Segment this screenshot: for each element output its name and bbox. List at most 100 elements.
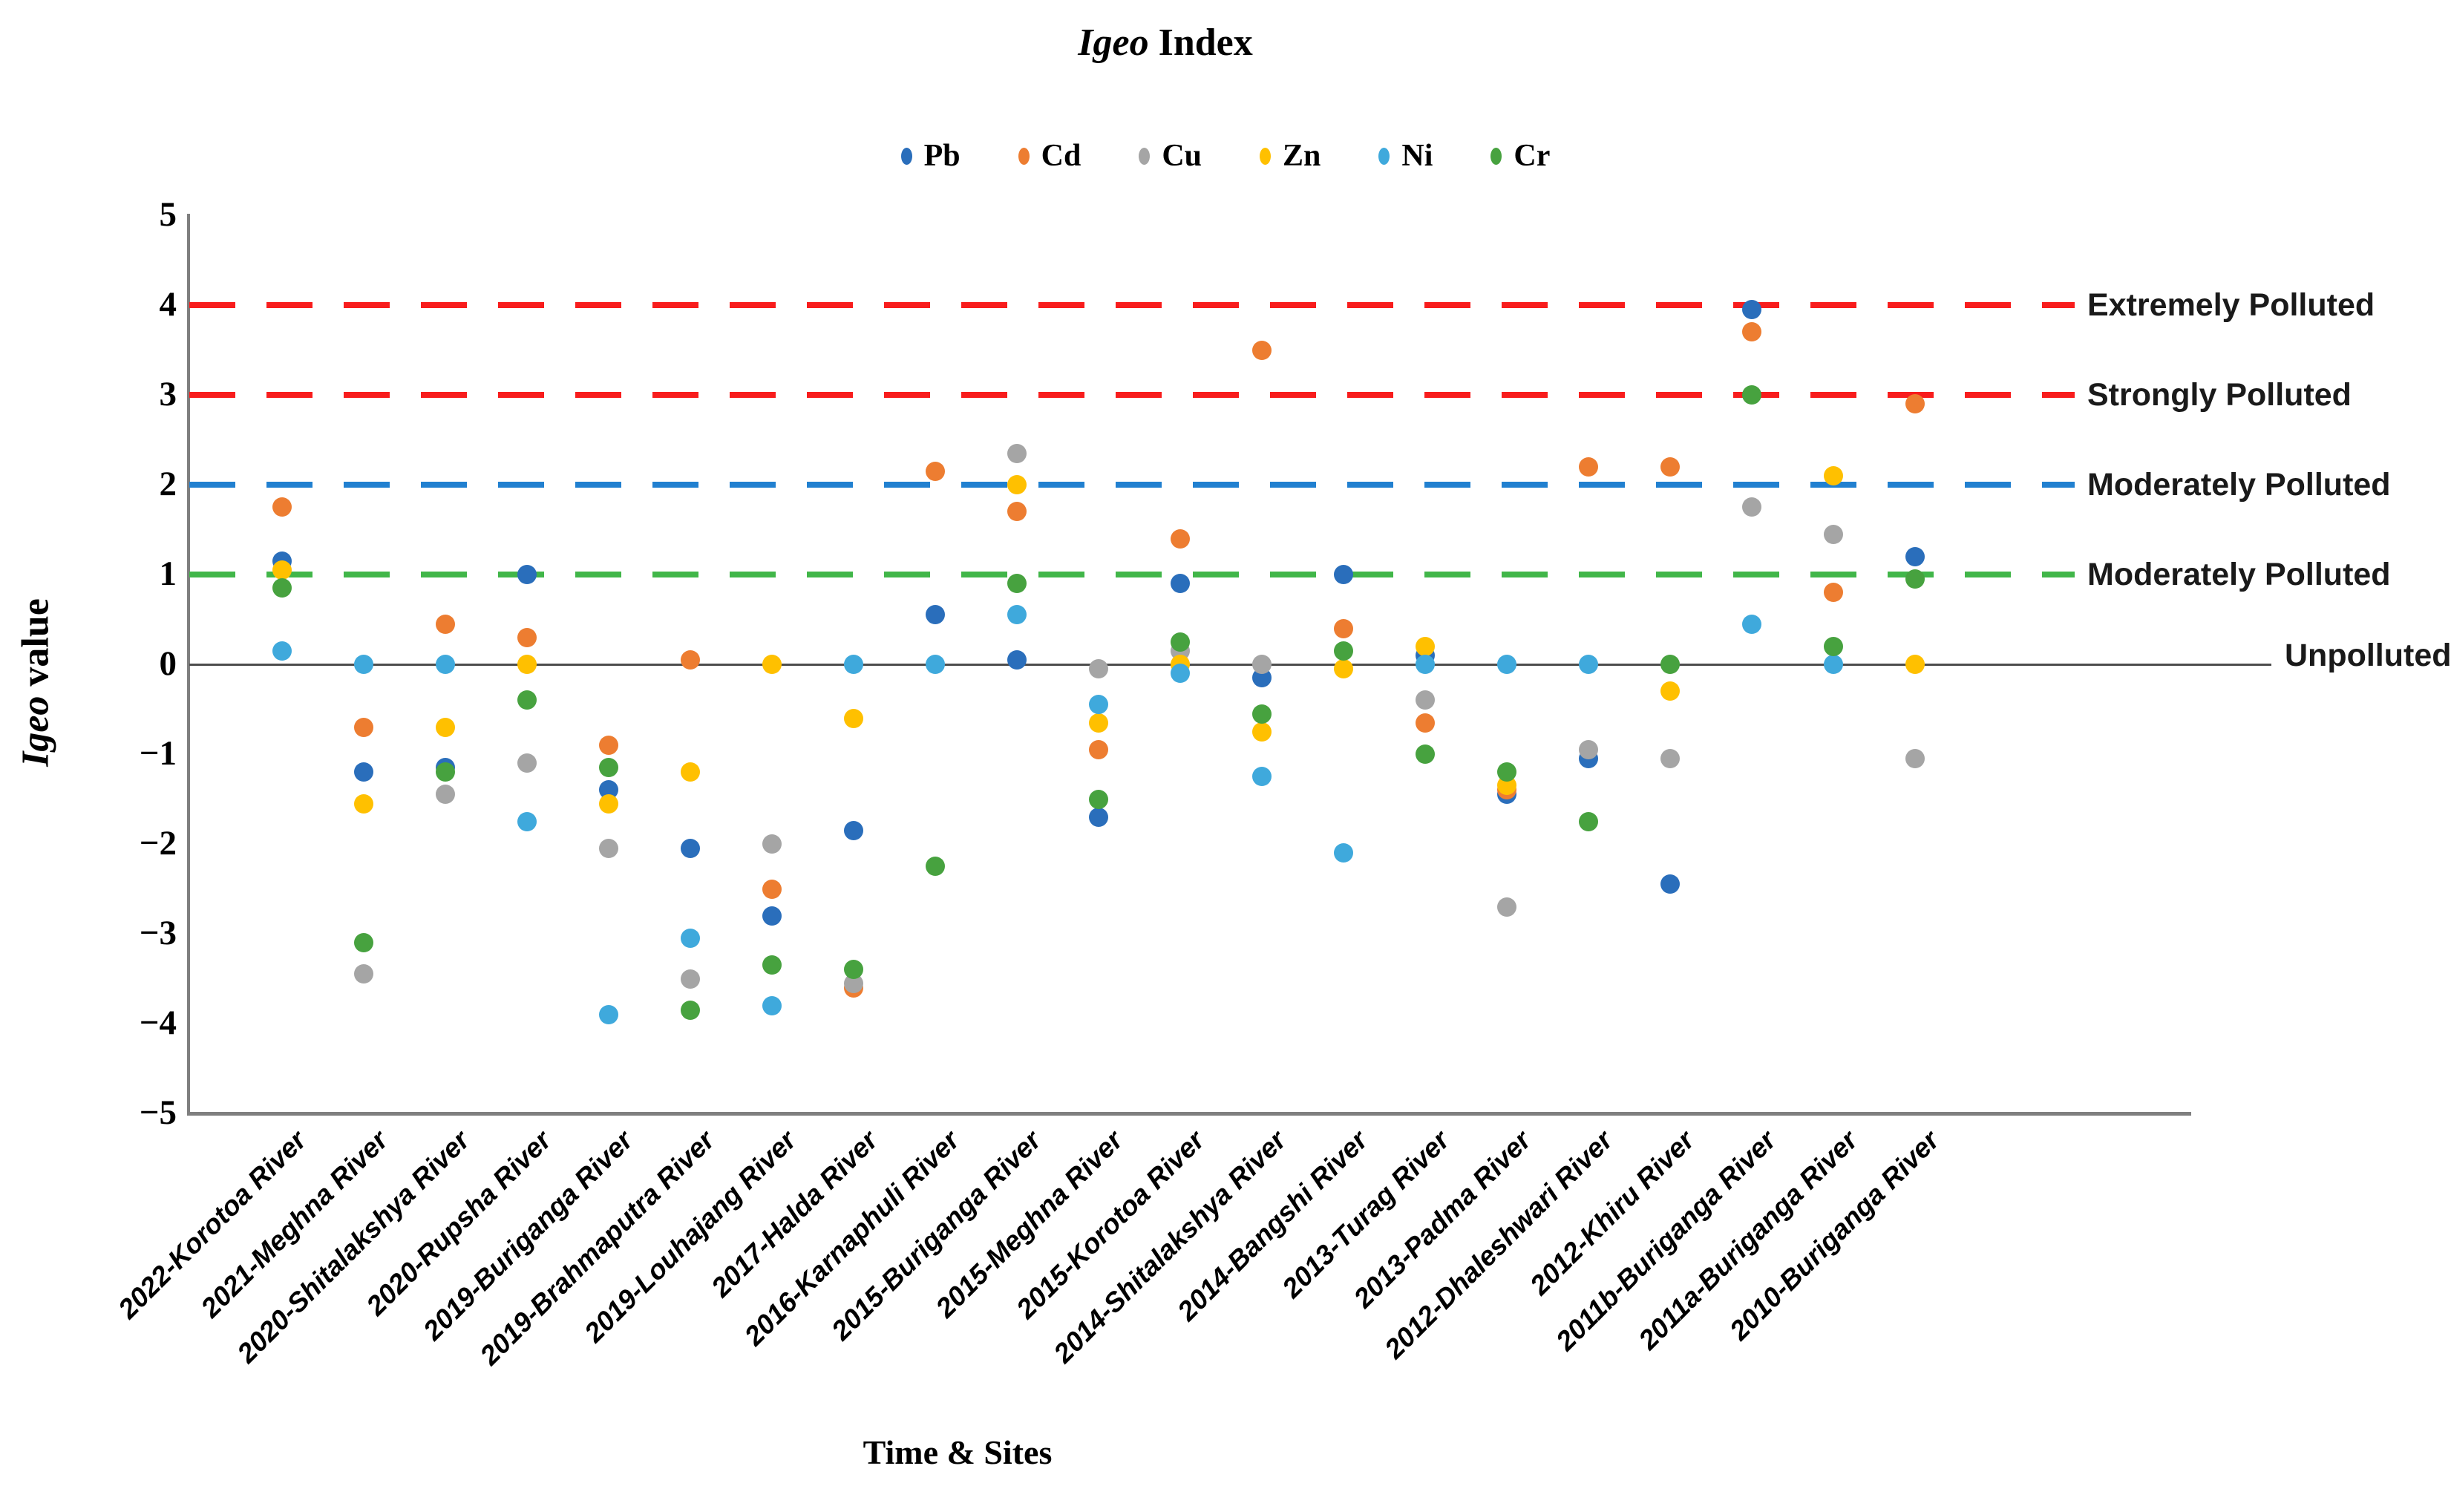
- data-point-Cu: [1742, 497, 1761, 517]
- y-axis-title-italic: Igeo: [14, 696, 57, 767]
- data-point-Cr: [599, 758, 618, 778]
- data-point-Cd: [762, 879, 782, 899]
- data-point-Cu: [599, 839, 618, 859]
- chart-title: Igeo Index: [0, 21, 2331, 65]
- data-point-Cr: [354, 933, 373, 953]
- data-point-Cu: [354, 964, 373, 984]
- legend-marker-Ni: [1378, 147, 1390, 165]
- legend-label-Ni: Ni: [1401, 139, 1433, 173]
- data-point-Ni: [599, 1004, 618, 1024]
- zero-line: [189, 664, 2271, 666]
- data-point-Pb: [1742, 300, 1761, 320]
- y-tick-label: 0: [159, 644, 177, 683]
- data-point-Zn: [844, 708, 863, 728]
- chart-title-rest: Index: [1148, 22, 1253, 64]
- chart-title-italic: Igeo: [1078, 22, 1149, 64]
- data-point-Cu: [1007, 443, 1027, 463]
- data-point-Cd: [272, 497, 292, 517]
- data-point-Ni: [1416, 655, 1435, 674]
- data-point-Zn: [1089, 713, 1108, 733]
- legend-item-Zn: Zn: [1260, 138, 1321, 174]
- data-point-Cu: [1252, 655, 1272, 674]
- data-point-Cr: [1742, 385, 1761, 405]
- data-point-Zn: [354, 793, 373, 814]
- data-point-Cd: [681, 649, 700, 670]
- data-point-Zn: [681, 762, 700, 782]
- data-point-Cu: [1089, 659, 1108, 679]
- data-point-Cr: [1416, 744, 1435, 764]
- data-point-Ni: [1089, 695, 1108, 715]
- y-axis-title-rest: value: [14, 598, 57, 696]
- data-point-Cr: [1089, 789, 1108, 809]
- y-tick-label: 3: [159, 375, 177, 413]
- legend-marker-Cd: [1018, 147, 1030, 165]
- threshold-line-1: [189, 572, 2075, 577]
- data-point-Cr: [1007, 574, 1027, 594]
- threshold-line-4: [189, 302, 2075, 308]
- data-point-Ni: [517, 811, 537, 831]
- threshold-line-3: [189, 392, 2075, 398]
- data-point-Pb: [1171, 574, 1190, 594]
- data-point-Cr: [272, 578, 292, 598]
- legend-item-Cu: Cu: [1139, 138, 1202, 174]
- y-tick-label: −1: [139, 734, 177, 773]
- data-point-Cr: [1905, 569, 1925, 589]
- legend-marker-Cr: [1490, 147, 1502, 165]
- data-point-Pb: [1007, 649, 1027, 670]
- data-point-Pb: [762, 906, 782, 926]
- data-point-Cr: [1824, 636, 1843, 656]
- legend-label-Cd: Cd: [1041, 139, 1081, 173]
- data-point-Pb: [517, 565, 537, 584]
- data-point-Cd: [1416, 713, 1435, 733]
- data-point-Ni: [1579, 655, 1598, 674]
- data-point-Cr: [517, 690, 537, 710]
- data-point-Zn: [1660, 681, 1680, 701]
- legend-item-Cr: Cr: [1490, 138, 1550, 174]
- data-point-Pb: [1334, 565, 1353, 584]
- data-point-Ni: [844, 655, 863, 674]
- data-point-Cd: [354, 717, 373, 737]
- data-point-Cr: [1334, 641, 1353, 661]
- data-point-Cr: [436, 762, 455, 782]
- data-point-Cd: [1007, 502, 1027, 522]
- data-point-Cd: [436, 614, 455, 634]
- data-point-Zn: [762, 655, 782, 674]
- data-point-Ni: [1171, 664, 1190, 684]
- threshold-label: Unpolluted: [2285, 638, 2451, 673]
- data-point-Ni: [681, 929, 700, 949]
- data-point-Cd: [1742, 322, 1761, 342]
- data-point-Cd: [1824, 583, 1843, 603]
- legend-label-Cr: Cr: [1514, 139, 1551, 173]
- data-point-Zn: [517, 655, 537, 674]
- data-point-Cr: [1252, 704, 1272, 724]
- data-point-Cr: [926, 857, 945, 877]
- data-point-Cu: [762, 834, 782, 854]
- data-point-Cu: [517, 753, 537, 773]
- threshold-label: Strongly Polluted: [2087, 377, 2352, 413]
- data-point-Cd: [599, 735, 618, 755]
- y-axis-line: [187, 214, 190, 1116]
- data-point-Pb: [1089, 807, 1108, 827]
- data-point-Pb: [354, 762, 373, 782]
- legend-item-Pb: Pb: [900, 138, 961, 174]
- data-point-Cd: [1905, 394, 1925, 414]
- data-point-Cd: [1171, 528, 1190, 549]
- data-point-Pb: [1905, 546, 1925, 566]
- threshold-label: Extremely Polluted: [2087, 287, 2375, 323]
- data-point-Cr: [762, 955, 782, 975]
- data-point-Pb: [926, 605, 945, 625]
- data-point-Cu: [1660, 749, 1680, 769]
- legend-marker-Zn: [1260, 147, 1272, 165]
- data-point-Cr: [1171, 632, 1190, 652]
- data-point-Cd: [1089, 739, 1108, 759]
- data-point-Cr: [844, 960, 863, 980]
- y-tick-label: 2: [159, 465, 177, 503]
- data-point-Ni: [1334, 843, 1353, 863]
- data-point-Cu: [681, 969, 700, 989]
- y-tick-label: 1: [159, 554, 177, 593]
- data-point-Cr: [1660, 655, 1680, 674]
- data-point-Ni: [1742, 614, 1761, 634]
- legend-item-Cd: Cd: [1018, 138, 1081, 174]
- legend-label-Pb: Pb: [923, 139, 961, 173]
